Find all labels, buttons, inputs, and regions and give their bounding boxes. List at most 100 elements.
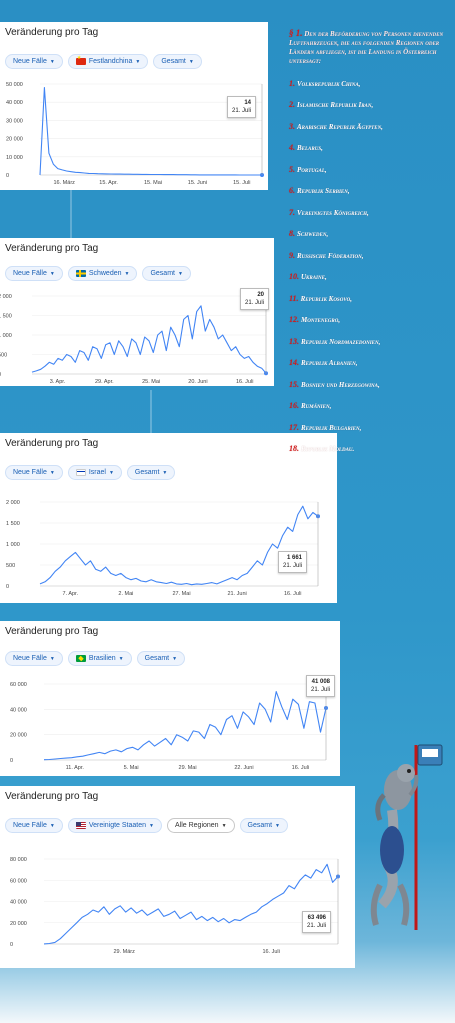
item-number: 5. [289,164,297,174]
item-text: Volksrepublik China, [297,79,361,88]
series-line [39,505,319,586]
region-dropdown[interactable]: Vereinigte Staaten ▼ [67,818,162,833]
item-number: 13. [289,336,301,346]
y-tick-label: 60 000 [10,878,27,884]
caret-down-icon: ▼ [49,469,55,476]
chart-panel-brazil: Veränderung pro Tag Neue Fälle ▼ Brasilie… [0,621,340,776]
x-tick-label: 29. Mai [179,765,197,771]
item-text: Bosnien und Herzegowina, [301,380,380,389]
country-list-item: 3. Arabische Republik Ägypten, [289,122,451,144]
caret-down-icon: ▼ [108,469,114,476]
value-tooltip: 41 008 21. Juli [306,675,336,698]
item-number: 9. [289,250,297,260]
country-list-item: 5. Portugal, [289,165,451,187]
scope-dropdown[interactable]: Gesamt ▼ [136,651,186,666]
panel-title: Veränderung pro Tag [5,438,99,449]
line-chart[interactable]: 0 20 000 40 000 60 000 11. Apr. 5. Mai 29. Mai… [0,621,340,776]
y-tick-label: 2 000 [6,500,20,506]
chip-label: Vereinigte Staaten [88,822,147,829]
x-tick-label: 21. Juni [227,591,246,597]
line-chart[interactable]: 0 20 000 40 000 60 000 80 000 29. März 16. Jul… [0,786,355,968]
chip-label: Gesamt [134,469,160,476]
caret-down-icon: ▼ [162,469,168,476]
chip-label: Festlandchina [88,58,133,65]
country-list-item: 18. Republik Moldau. [289,444,451,466]
chip-label: Gesamt [247,822,273,829]
tooltip-date: 21. Juli [307,923,327,930]
tooltip-date: 21. Juli [311,687,331,694]
item-text: Russische Föderation, [297,251,364,260]
metric-dropdown[interactable]: Neue Fälle ▼ [5,266,63,281]
metric-dropdown[interactable]: Neue Fälle ▼ [5,818,63,833]
country-list-item: 9. Russische Föderation, [289,251,451,273]
item-text: Republik Serbien, [297,187,350,195]
item-number: 3. [289,121,297,131]
item-text: Republik Bulgarien, [301,423,362,432]
china-flag-icon [75,55,86,65]
israel-flag-icon [75,469,86,476]
country-list-item: 17. Republik Bulgarien, [289,423,451,445]
y-tick-label: 20 000 [10,733,27,739]
caret-down-icon: ▼ [49,58,55,65]
y-tick-label: 30 000 [6,118,23,124]
y-tick-label: 40 000 [10,707,27,713]
x-tick-label: 29. März [113,949,135,955]
chart-panel-china: Veränderung pro Tag Neue Fälle▼ Festland… [0,22,268,190]
scope-dropdown[interactable]: Gesamt ▼ [153,54,202,69]
x-tick-label: 5. Mai [124,765,139,771]
y-tick-label: 60 000 [10,682,27,688]
line-chart[interactable]: 0 500 1 000 1 500 2 000 7. Apr. 2. Mai 27. Mai 2… [0,433,337,603]
metric-dropdown[interactable]: Neue Fälle ▼ [5,465,63,480]
tooltip-value: 41 008 [311,679,331,685]
region-dropdown[interactable]: Schweden ▼ [67,266,138,281]
filter-chips: Neue Fälle ▼ Brasilien ▼ Gesamt ▼ [5,651,186,666]
sweden-flag-icon [75,270,86,277]
value-tooltip: 20 21. Juli [240,288,270,311]
value-tooltip: 14 21. Juli [227,96,257,119]
background-streak [150,390,152,435]
scope-dropdown[interactable]: Gesamt ▼ [142,266,191,281]
x-tick-label: 27. Mai [173,591,191,597]
x-tick-label: 2. Mai [118,591,133,597]
metric-dropdown[interactable]: Neue Fälle ▼ [5,651,63,666]
panel-title: Veränderung pro Tag [5,626,99,637]
country-list-item: 7. Vereinigtes Königreich, [289,208,451,230]
line-chart[interactable]: 0 500 1 000 1 500 2 000 3. Apr. 29. Apr. 25. Ma… [0,238,274,386]
country-list-item: 2. Islamische Republik Iran, [289,100,451,122]
caret-down-icon: ▼ [135,58,141,65]
country-list-item: 16. Rumänien, [289,401,451,423]
item-number: 1. [289,78,297,88]
item-number: 8. [289,229,297,238]
country-list: 1. Volksrepublik China, 2. Islamische Rep… [289,79,451,466]
y-tick-label: 0 [6,584,9,590]
caret-down-icon: ▼ [221,822,227,829]
y-tick-label: 1 500 [6,521,20,527]
y-tick-label: 0 [10,942,13,948]
scope-dropdown[interactable]: Gesamt ▼ [126,465,176,480]
series-line [31,305,267,374]
y-tick-label: 80 000 [10,857,27,863]
scope-dropdown[interactable]: Gesamt ▼ [239,818,288,833]
x-tick-label: 29. Apr. [95,379,114,385]
caret-down-icon: ▼ [124,270,130,277]
mascot-illustration [370,744,443,930]
panel-title: Veränderung pro Tag [5,27,99,38]
item-text: Republik Nordmazedonien, [301,337,381,346]
tooltip-value: 14 [244,100,252,106]
region-dropdown[interactable]: Israel ▼ [67,465,122,480]
subregion-dropdown[interactable]: Alle Regionen ▼ [166,818,235,833]
x-tick-label: 20. Juni [188,379,207,385]
region-dropdown[interactable]: Brasilien ▼ [67,651,132,666]
y-tick-label: 40 000 [10,900,27,906]
y-tick-label: 1 000 [6,542,20,548]
item-number: 14. [289,358,301,367]
metric-dropdown[interactable]: Neue Fälle ▼ [5,54,63,69]
line-chart[interactable]: 0 10 000 20 000 30 000 40 000 50 000 16. März 1… [0,22,268,190]
country-list-item: 6. Republik Serbien, [289,186,451,208]
caret-down-icon: ▼ [177,270,183,277]
chip-label: Schweden [88,270,122,277]
background-streak [70,185,72,245]
chip-label: Gesamt [144,655,170,662]
region-dropdown[interactable]: Festlandchina▼ [67,54,149,69]
chart-panel-usa: Veränderung pro Tag Neue Fälle ▼ Vereinig… [0,786,355,968]
